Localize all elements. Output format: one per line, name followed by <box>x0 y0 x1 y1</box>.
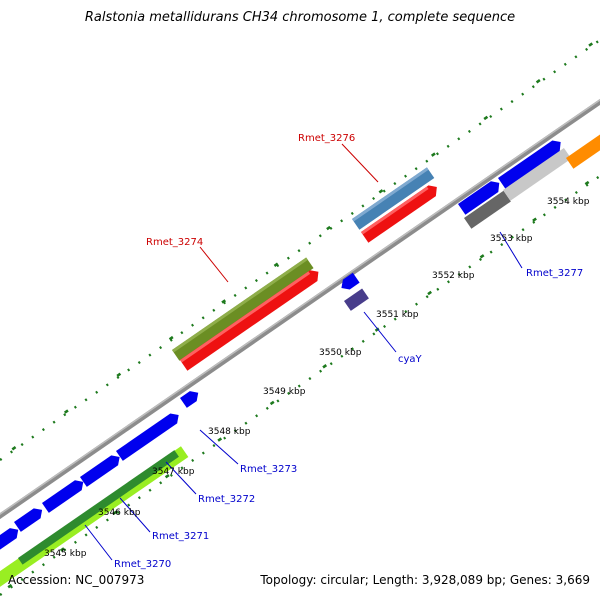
map-title: Ralstonia metallidurans CH34 chromosome … <box>84 10 516 25</box>
tick-label: 3549 kbp <box>263 387 306 397</box>
gene-arrow[interactable] <box>116 410 182 461</box>
gene-rect[interactable] <box>18 450 179 565</box>
backbone <box>0 98 600 520</box>
gene-arrow[interactable] <box>458 178 503 215</box>
gene-label-rmet-3277[interactable]: Rmet_3277 <box>526 268 583 279</box>
genes-forward <box>0 129 600 557</box>
gene-block-blue-3 <box>42 477 87 513</box>
gene-arrow[interactable] <box>180 388 202 408</box>
gene-label-rmet-3274[interactable]: Rmet_3274 <box>146 237 203 248</box>
gene-rect[interactable] <box>352 167 435 230</box>
gene-rect[interactable] <box>172 257 314 361</box>
gene-arrow[interactable] <box>42 477 87 513</box>
leader-cyay <box>363 311 397 353</box>
gene-label-rmet-3270[interactable]: Rmet_3270 <box>114 559 171 570</box>
gene-red-2 <box>361 182 441 243</box>
inner-minor-ticks <box>0 175 600 596</box>
gene-rect[interactable] <box>566 129 600 169</box>
gene-block-blue-6 <box>180 388 202 408</box>
leader-rmet-3277 <box>499 231 523 269</box>
gene-block-blue-5 <box>116 410 182 461</box>
gene-arrow[interactable] <box>80 452 123 487</box>
gene-arrow[interactable] <box>338 272 360 293</box>
leader-rmet-3273 <box>199 429 239 465</box>
gene-arrow[interactable] <box>14 505 46 532</box>
genes-reverse <box>0 272 369 589</box>
leader-rmet-3271 <box>119 497 151 533</box>
tick-label: 3550 kbp <box>319 348 362 358</box>
tick-label: 3548 kbp <box>208 427 251 437</box>
gene-arrow[interactable] <box>361 182 441 243</box>
leader-rmet-3274 <box>199 246 229 283</box>
tick-labels: 3545 kbp 3546 kbp 3547 kbp 3548 kbp 3549… <box>44 197 590 559</box>
gene-label-cyay[interactable]: cyaY <box>398 354 423 365</box>
gene-block-blue-8 <box>498 137 565 189</box>
gene-red-1 <box>180 267 322 371</box>
tick-label: 3554 kbp <box>547 197 590 207</box>
gene-label-rmet-3272[interactable]: Rmet_3272 <box>198 494 255 505</box>
inner-tick-row <box>0 172 600 596</box>
backbone-line <box>0 98 600 520</box>
gene-steel <box>352 167 435 230</box>
gene-rect[interactable] <box>503 147 572 201</box>
backbone-highlight <box>0 98 600 516</box>
tick-label: 3546 kbp <box>98 508 141 518</box>
gene-rect[interactable] <box>344 288 369 311</box>
gene-lightgray <box>503 147 572 201</box>
gene-block-blue-7 <box>458 178 503 215</box>
tick-label: 3552 kbp <box>432 271 475 281</box>
gene-arrow[interactable] <box>498 137 565 189</box>
gene-label-rmet-3273[interactable]: Rmet_3273 <box>240 464 297 475</box>
gene-arrow[interactable] <box>0 525 22 557</box>
gene-arrow[interactable] <box>180 267 322 371</box>
gene-block-blue-2 <box>14 505 46 532</box>
gene-block-blue-4 <box>80 452 123 487</box>
leader-rmet-3276 <box>341 143 379 183</box>
topology-summary: Topology: circular; Length: 3,928,089 bp… <box>260 573 590 587</box>
accession-text: Accession: NC_007973 <box>8 573 145 587</box>
tick-label: 3545 kbp <box>44 549 87 559</box>
leader-rmet-3270 <box>84 524 113 561</box>
tick-label: 3547 kbp <box>152 467 195 477</box>
tick-label: 3553 kbp <box>490 234 533 244</box>
gene-rect[interactable] <box>464 190 511 229</box>
leader-rmet-3272 <box>165 461 197 495</box>
gene-gray <box>464 190 511 229</box>
gene-darkgreen <box>18 450 179 565</box>
gene-labels: Rmet_3276 Rmet_3274 Rmet_3277 cyaY Rmet_… <box>114 133 583 570</box>
gene-slate <box>344 288 369 311</box>
gene-block-blue-cyay <box>338 272 360 293</box>
gene-olive <box>172 257 314 361</box>
tick-label: 3551 kbp <box>376 310 419 320</box>
gene-label-rmet-3271[interactable]: Rmet_3271 <box>152 531 209 542</box>
gene-block-blue-1 <box>0 525 22 557</box>
gene-orange <box>566 129 600 169</box>
gene-label-rmet-3276[interactable]: Rmet_3276 <box>298 133 355 144</box>
outer-minor-ticks <box>0 39 600 461</box>
leader-lines <box>84 143 523 561</box>
